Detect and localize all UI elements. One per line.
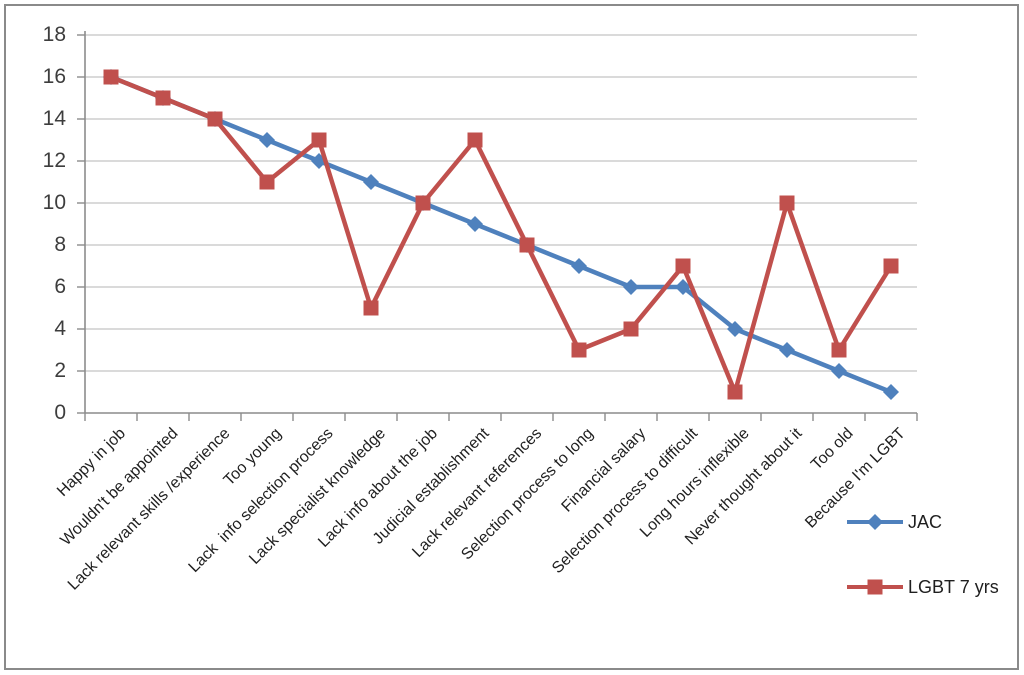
y-tick-label: 4 [54, 317, 66, 340]
legend-line-square-icon [847, 579, 903, 595]
data-point-diamond [675, 279, 691, 295]
y-tick-label: 0 [54, 401, 66, 424]
chart-frame-border [4, 4, 1019, 670]
y-tick-label: 2 [54, 359, 66, 382]
data-point-square [311, 132, 327, 148]
data-point-square [779, 195, 795, 211]
data-point-square [519, 237, 535, 253]
data-point-diamond [623, 279, 639, 295]
y-tick-label: 14 [42, 107, 66, 130]
data-point-square [883, 258, 899, 274]
data-point-square [363, 300, 379, 316]
y-tick-label: 10 [42, 191, 66, 214]
y-tick-label: 8 [54, 233, 66, 256]
y-tick-label: 12 [42, 149, 66, 172]
data-point-square [467, 132, 483, 148]
legend-item-jac: JAC [846, 509, 999, 535]
legend-line-diamond-icon [847, 514, 903, 530]
data-point-diamond [831, 363, 847, 379]
series-line-jac [108, 74, 894, 395]
data-point-diamond [779, 342, 795, 358]
data-point-diamond [467, 216, 483, 232]
series-line-lgbt-7-yrs [108, 74, 894, 395]
y-tick-label: 6 [54, 275, 66, 298]
data-point-square [207, 111, 223, 127]
data-point-square [571, 342, 587, 358]
data-point-square [415, 195, 431, 211]
data-point-diamond [883, 384, 899, 400]
data-point-square [675, 258, 691, 274]
data-point-diamond [727, 321, 743, 337]
data-point-square [155, 90, 171, 106]
data-point-square [103, 69, 119, 85]
data-point-square [727, 384, 743, 400]
y-tick-label: 18 [42, 23, 66, 46]
data-point-square [831, 342, 847, 358]
legend-item-lgbt-7-yrs: LGBT 7 yrs [846, 574, 999, 600]
data-point-diamond [363, 174, 379, 190]
legend-label-jac: JAC [908, 511, 943, 532]
data-point-diamond [259, 132, 275, 148]
data-point-square [259, 174, 275, 190]
chart-legend: JAC LGBT 7 yrs [846, 509, 999, 639]
data-point-square [623, 321, 639, 337]
legend-label-lgbt-7-yrs: LGBT 7 yrs [908, 576, 999, 597]
y-tick-label: 16 [42, 65, 66, 88]
data-point-diamond [571, 258, 587, 274]
